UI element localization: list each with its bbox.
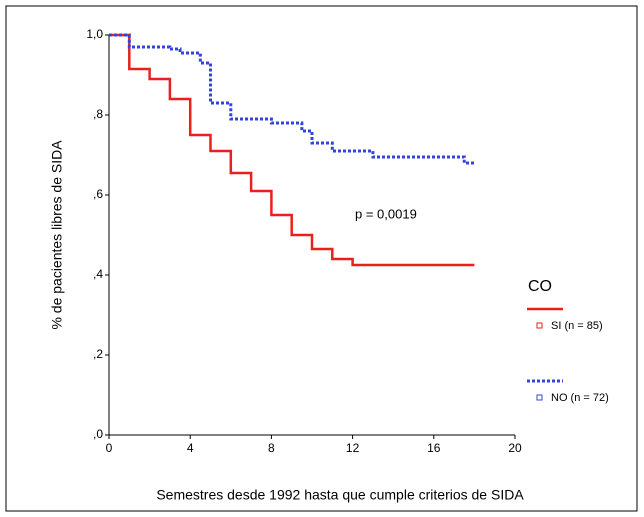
survival-line xyxy=(109,33,475,267)
y-tick-label: 1,0 xyxy=(86,27,103,41)
y-axis-label: % de pacientes libres de SIDA xyxy=(49,140,65,330)
y-tick-label: ,2 xyxy=(93,347,103,361)
annotation: p = 0,0019 xyxy=(355,206,417,221)
x-tick-label: 4 xyxy=(187,441,194,455)
legend-marker xyxy=(536,394,543,401)
y-tick-label: ,0 xyxy=(93,427,103,441)
x-tick-label: 0 xyxy=(106,441,113,455)
x-tick-label: 16 xyxy=(427,441,441,455)
x-axis-label: Semestres desde 1992 hasta que cumple cr… xyxy=(156,487,524,503)
legend-marker xyxy=(536,322,543,329)
y-tick-label: ,8 xyxy=(93,107,103,121)
legend-label: NO (n = 72) xyxy=(551,392,609,404)
chart-border xyxy=(5,5,638,512)
x-tick-label: 12 xyxy=(346,441,360,455)
x-tick-label: 20 xyxy=(508,441,522,455)
y-tick-label: ,6 xyxy=(93,187,103,201)
x-tick-label: 8 xyxy=(268,441,275,455)
y-tick-label: ,4 xyxy=(93,267,103,281)
legend-label: SI (n = 85) xyxy=(551,320,603,332)
legend-title: CO xyxy=(528,278,552,295)
survival-line xyxy=(109,33,475,165)
